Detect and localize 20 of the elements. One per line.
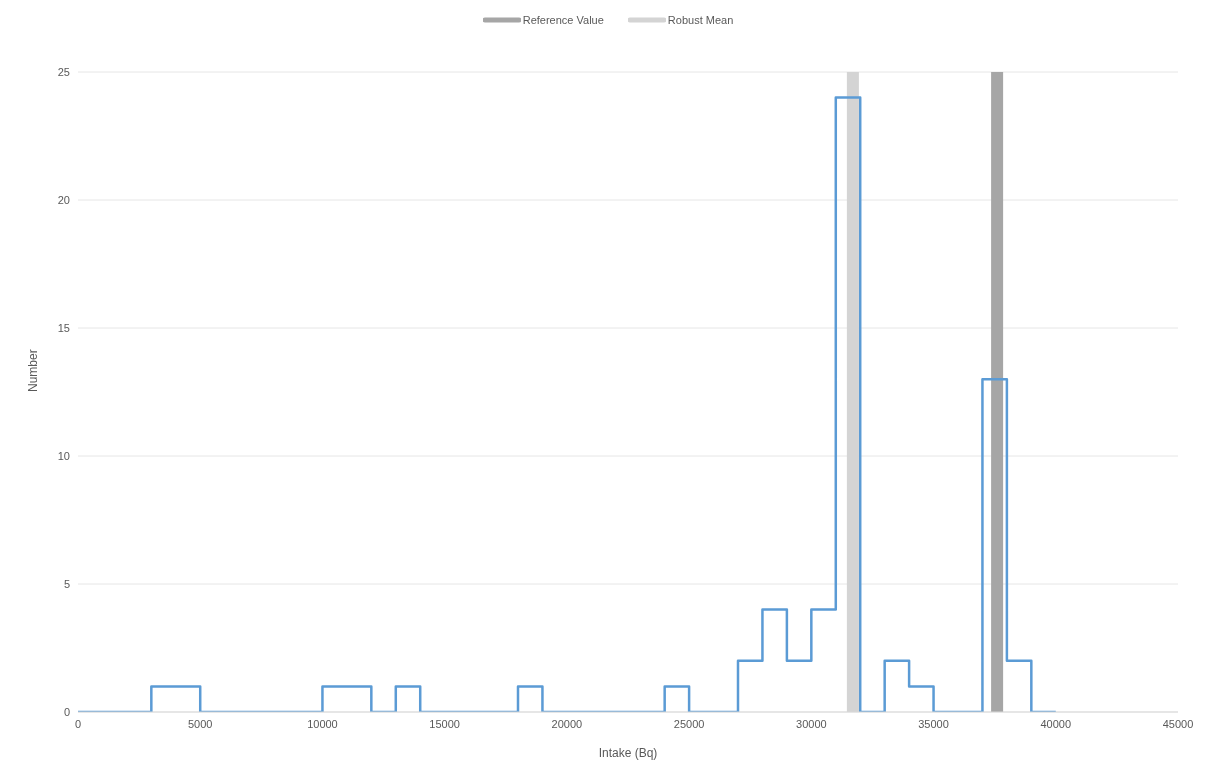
y-tick-label: 10 bbox=[57, 449, 70, 462]
x-tick-label: 40000 bbox=[1040, 717, 1072, 730]
x-tick-label: 20000 bbox=[551, 717, 583, 730]
x-tick-label: 0 bbox=[74, 717, 82, 730]
y-tick-label: 0 bbox=[63, 705, 70, 718]
y-tick-label: 25 bbox=[57, 65, 70, 78]
x-tick-label: 15000 bbox=[429, 717, 460, 730]
y-tick-label: 5 bbox=[63, 577, 70, 590]
x-tick-label: 30000 bbox=[796, 717, 827, 730]
legend-label: Reference Value bbox=[522, 14, 604, 26]
x-tick-label: 35000 bbox=[918, 717, 949, 730]
y-tick-label: 20 bbox=[57, 193, 70, 206]
x-tick-label: 10000 bbox=[307, 717, 338, 730]
x-tick-label: 5000 bbox=[187, 717, 213, 730]
x-tick-label: 25000 bbox=[673, 717, 705, 730]
x-tick-label: 45000 bbox=[1162, 717, 1194, 730]
y-tick-label: 15 bbox=[57, 321, 70, 334]
legend-label: Robust Mean bbox=[667, 14, 734, 26]
y-axis-title: Number bbox=[26, 349, 41, 392]
x-axis-title: Intake (Bq) bbox=[598, 746, 658, 760]
